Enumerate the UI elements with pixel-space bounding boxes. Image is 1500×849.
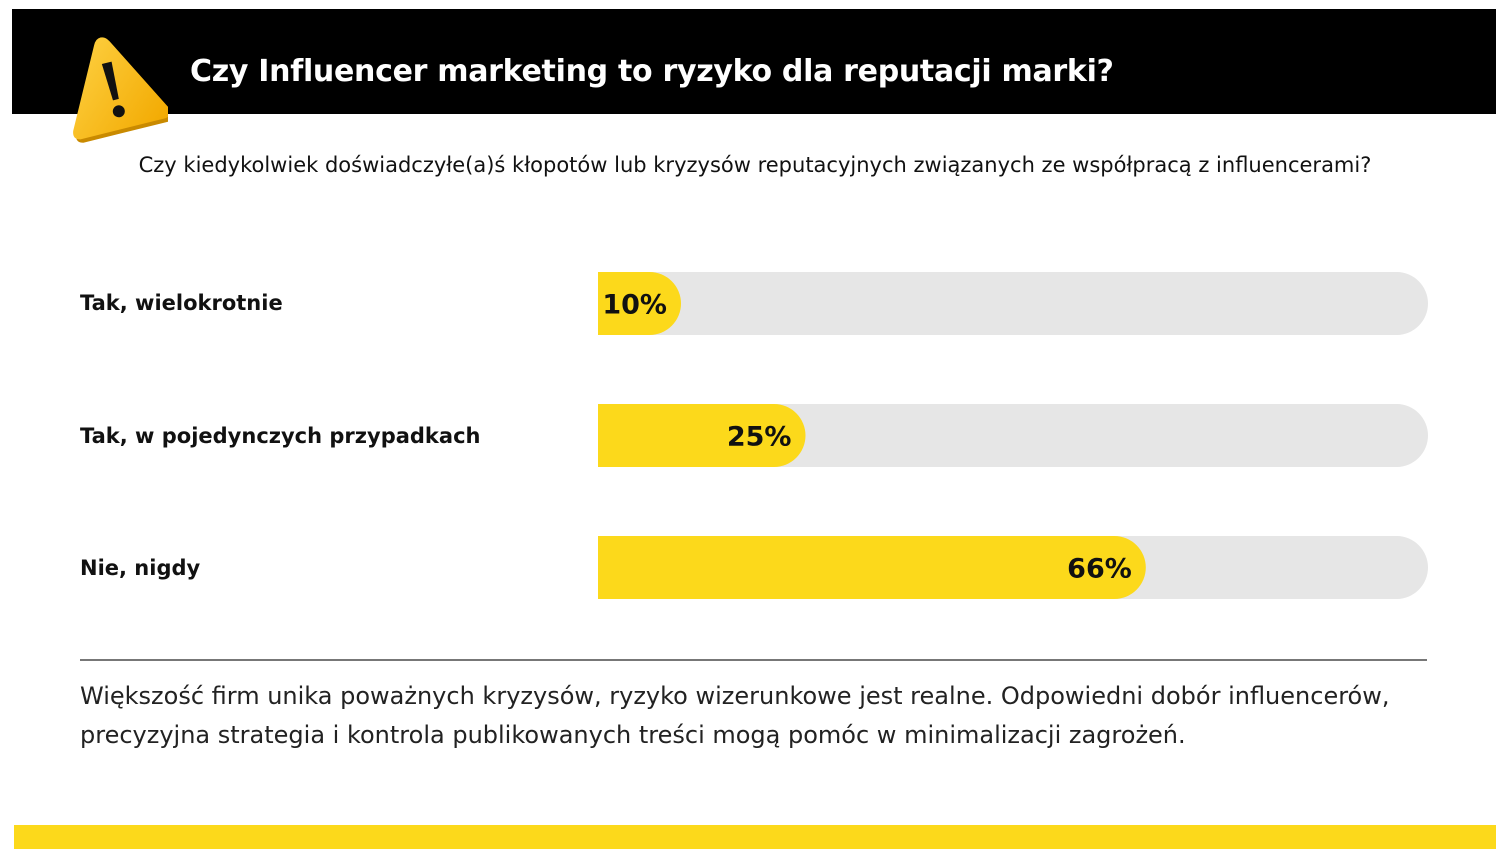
page-title: Czy Influencer marketing to ryzyko dla r… — [190, 54, 1114, 89]
warning-icon — [73, 37, 168, 143]
bar — [598, 536, 1146, 599]
header-bar — [12, 9, 1496, 114]
bar-track — [598, 272, 1429, 335]
bar — [598, 404, 806, 467]
category-label: Nie, nigdy — [80, 556, 201, 580]
summary-text: Większość firm unika poważnych kryzysów,… — [80, 682, 1390, 749]
data-label: 66% — [1067, 554, 1132, 585]
bar-track — [598, 404, 1429, 467]
survey-question: Czy kiedykolwiek doświadczyłe(a)ś kłopot… — [138, 153, 1372, 177]
data-label: 25% — [727, 422, 792, 453]
category-label: Tak, wielokrotnie — [80, 291, 283, 315]
category-label: Tak, w pojedynczych przypadkach — [80, 424, 481, 448]
divider — [80, 659, 1427, 661]
bar — [598, 272, 682, 335]
data-label: 10% — [602, 290, 667, 321]
footer-bar — [14, 825, 1496, 849]
